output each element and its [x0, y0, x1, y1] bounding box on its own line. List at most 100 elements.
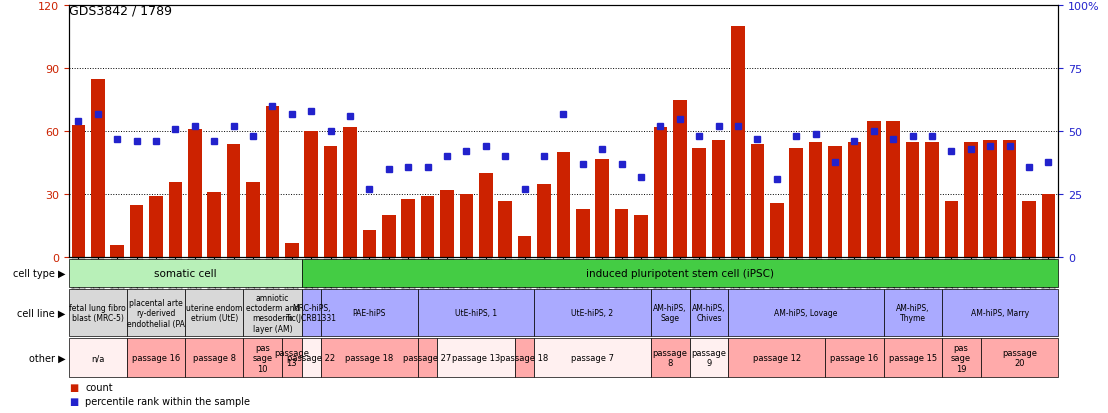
Bar — [72, 126, 85, 258]
Bar — [534, 338, 650, 377]
Bar — [301, 338, 321, 377]
Bar — [883, 338, 942, 377]
Bar — [321, 289, 418, 337]
Bar — [964, 142, 977, 258]
Bar — [418, 289, 534, 337]
Bar — [111, 245, 124, 258]
Bar — [942, 289, 1058, 337]
Text: GDS3842 / 1789: GDS3842 / 1789 — [69, 4, 172, 17]
Text: ■: ■ — [69, 382, 78, 392]
Text: passage
9: passage 9 — [691, 348, 727, 368]
Bar — [595, 159, 609, 258]
Text: amniotic
ectoderm and
mesoderm
layer (AM): amniotic ectoderm and mesoderm layer (AM… — [246, 293, 299, 333]
Bar — [244, 289, 301, 337]
Bar — [809, 142, 822, 258]
Bar — [150, 197, 163, 258]
Text: percentile rank within the sample: percentile rank within the sample — [85, 396, 250, 406]
Bar — [689, 338, 728, 377]
Text: passage 15: passage 15 — [889, 354, 936, 362]
Text: somatic cell: somatic cell — [154, 268, 216, 278]
Bar — [418, 338, 438, 377]
Text: passage 16: passage 16 — [132, 354, 181, 362]
Bar — [942, 338, 981, 377]
Bar — [185, 289, 244, 337]
Text: AM-hiPS,
Sage: AM-hiPS, Sage — [654, 303, 687, 323]
Bar — [517, 237, 532, 258]
Bar — [634, 216, 648, 258]
Bar — [440, 191, 454, 258]
Bar — [421, 197, 434, 258]
Bar — [188, 130, 202, 258]
Text: AM-hiPS,
Thyme: AM-hiPS, Thyme — [896, 303, 930, 323]
Text: passage
13: passage 13 — [275, 348, 309, 368]
Text: pas
sage
10: pas sage 10 — [253, 343, 273, 373]
Bar — [1023, 201, 1036, 258]
Text: MRC-hiPS,
Tic(JCRB1331: MRC-hiPS, Tic(JCRB1331 — [286, 303, 337, 323]
Bar — [883, 289, 942, 337]
Text: passage
20: passage 20 — [1002, 348, 1037, 368]
Bar — [537, 184, 551, 258]
Text: AM-hiPS, Marry: AM-hiPS, Marry — [971, 309, 1029, 317]
Bar — [227, 145, 240, 258]
Text: fetal lung fibro
blast (MRC-5): fetal lung fibro blast (MRC-5) — [70, 303, 126, 323]
Bar — [246, 182, 259, 258]
Bar — [673, 100, 687, 258]
Bar — [1042, 195, 1055, 258]
Bar — [207, 193, 220, 258]
Bar — [266, 107, 279, 258]
Bar — [382, 216, 396, 258]
Bar — [515, 338, 534, 377]
Bar — [244, 338, 283, 377]
Bar — [69, 338, 127, 377]
Text: passage 18: passage 18 — [501, 354, 548, 362]
Bar — [576, 209, 589, 258]
Bar — [945, 201, 958, 258]
Bar — [925, 142, 938, 258]
Bar — [127, 338, 185, 377]
Text: count: count — [85, 382, 113, 392]
Text: AM-hiPS, Lovage: AM-hiPS, Lovage — [774, 309, 838, 317]
Text: passage
8: passage 8 — [653, 348, 688, 368]
Bar — [91, 80, 104, 258]
Bar — [848, 142, 861, 258]
Bar — [711, 140, 726, 258]
Text: passage 12: passage 12 — [752, 354, 801, 362]
Text: cell type ▶: cell type ▶ — [13, 268, 65, 278]
Text: cell line ▶: cell line ▶ — [17, 308, 65, 318]
Bar — [534, 289, 650, 337]
Bar — [731, 27, 745, 258]
Text: placental arte
ry-derived
endothelial (PA: placental arte ry-derived endothelial (P… — [127, 298, 185, 328]
Bar — [168, 182, 182, 258]
Text: UtE-hiPS, 2: UtE-hiPS, 2 — [572, 309, 614, 317]
Bar — [130, 205, 143, 258]
Text: other ▶: other ▶ — [29, 353, 65, 363]
Bar — [692, 149, 706, 258]
Bar — [770, 203, 783, 258]
Bar — [285, 243, 298, 258]
Bar — [615, 209, 628, 258]
Bar — [868, 121, 881, 258]
Bar — [301, 259, 1058, 287]
Text: passage 7: passage 7 — [571, 354, 614, 362]
Bar — [689, 289, 728, 337]
Text: n/a: n/a — [91, 354, 104, 362]
Bar — [1003, 140, 1016, 258]
Bar — [886, 121, 900, 258]
Bar — [728, 338, 825, 377]
Bar — [789, 149, 803, 258]
Bar — [69, 259, 301, 287]
Bar — [750, 145, 765, 258]
Text: induced pluripotent stem cell (iPSC): induced pluripotent stem cell (iPSC) — [586, 268, 773, 278]
Bar — [438, 338, 515, 377]
Bar — [362, 230, 377, 258]
Bar — [324, 147, 338, 258]
Text: passage 8: passage 8 — [193, 354, 236, 362]
Bar — [829, 147, 842, 258]
Bar — [460, 195, 473, 258]
Bar — [401, 199, 416, 258]
Bar — [343, 128, 357, 258]
Text: passage 27: passage 27 — [403, 354, 452, 362]
Bar — [321, 338, 418, 377]
Bar — [69, 289, 127, 337]
Bar — [556, 153, 571, 258]
